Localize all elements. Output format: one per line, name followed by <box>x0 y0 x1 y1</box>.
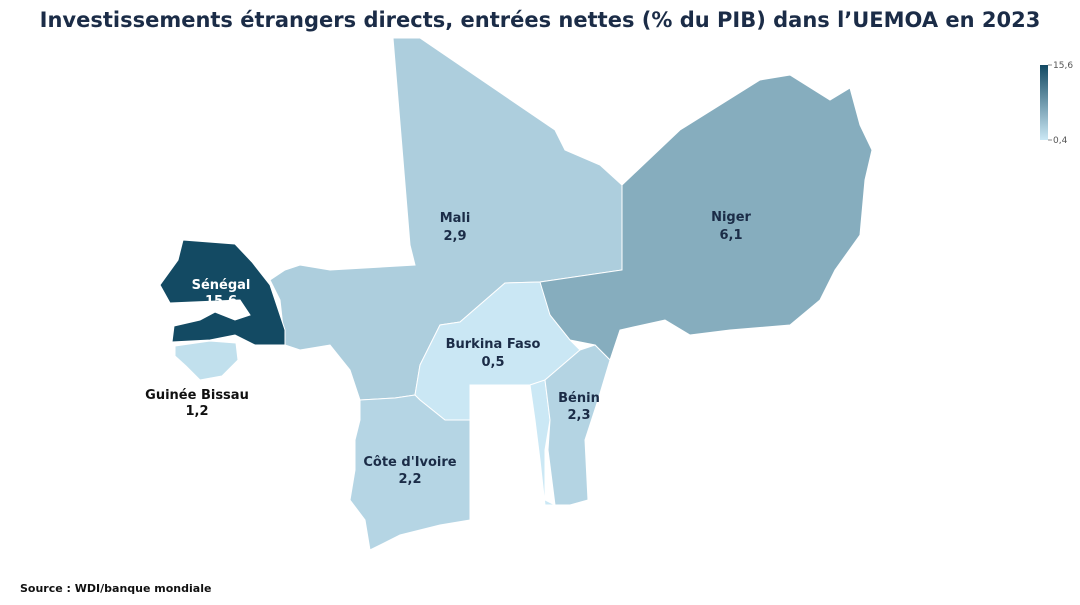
region-value: 2,9 <box>443 229 466 244</box>
colorbar <box>1040 65 1048 140</box>
region-name: Bénin <box>558 391 600 406</box>
colorbar-label: 15,6 <box>1053 61 1073 71</box>
region-value: 6,1 <box>719 228 742 243</box>
region-name: Côte d'Ivoire <box>363 455 456 470</box>
region <box>349 394 471 551</box>
region-value: 2,2 <box>398 472 421 487</box>
region-name: Sénégal <box>192 278 251 293</box>
region-name: Guinée Bissau <box>145 388 249 403</box>
region-value: 2,3 <box>567 408 590 423</box>
region-name: Mali <box>440 211 471 226</box>
region <box>544 344 611 506</box>
region-name: Niger <box>711 210 751 225</box>
region <box>159 239 286 346</box>
colorbar-label: 0,4 <box>1053 136 1068 146</box>
region-value: 0,5 <box>481 355 504 370</box>
region-value: 1,2 <box>185 404 208 419</box>
region-name: Burkina Faso <box>446 337 541 352</box>
title: Investissements étrangers directs, entré… <box>40 8 1041 32</box>
region-value: 15,6 <box>205 294 237 309</box>
region <box>174 340 239 381</box>
source: Source : WDI/banque mondiale <box>20 582 211 595</box>
